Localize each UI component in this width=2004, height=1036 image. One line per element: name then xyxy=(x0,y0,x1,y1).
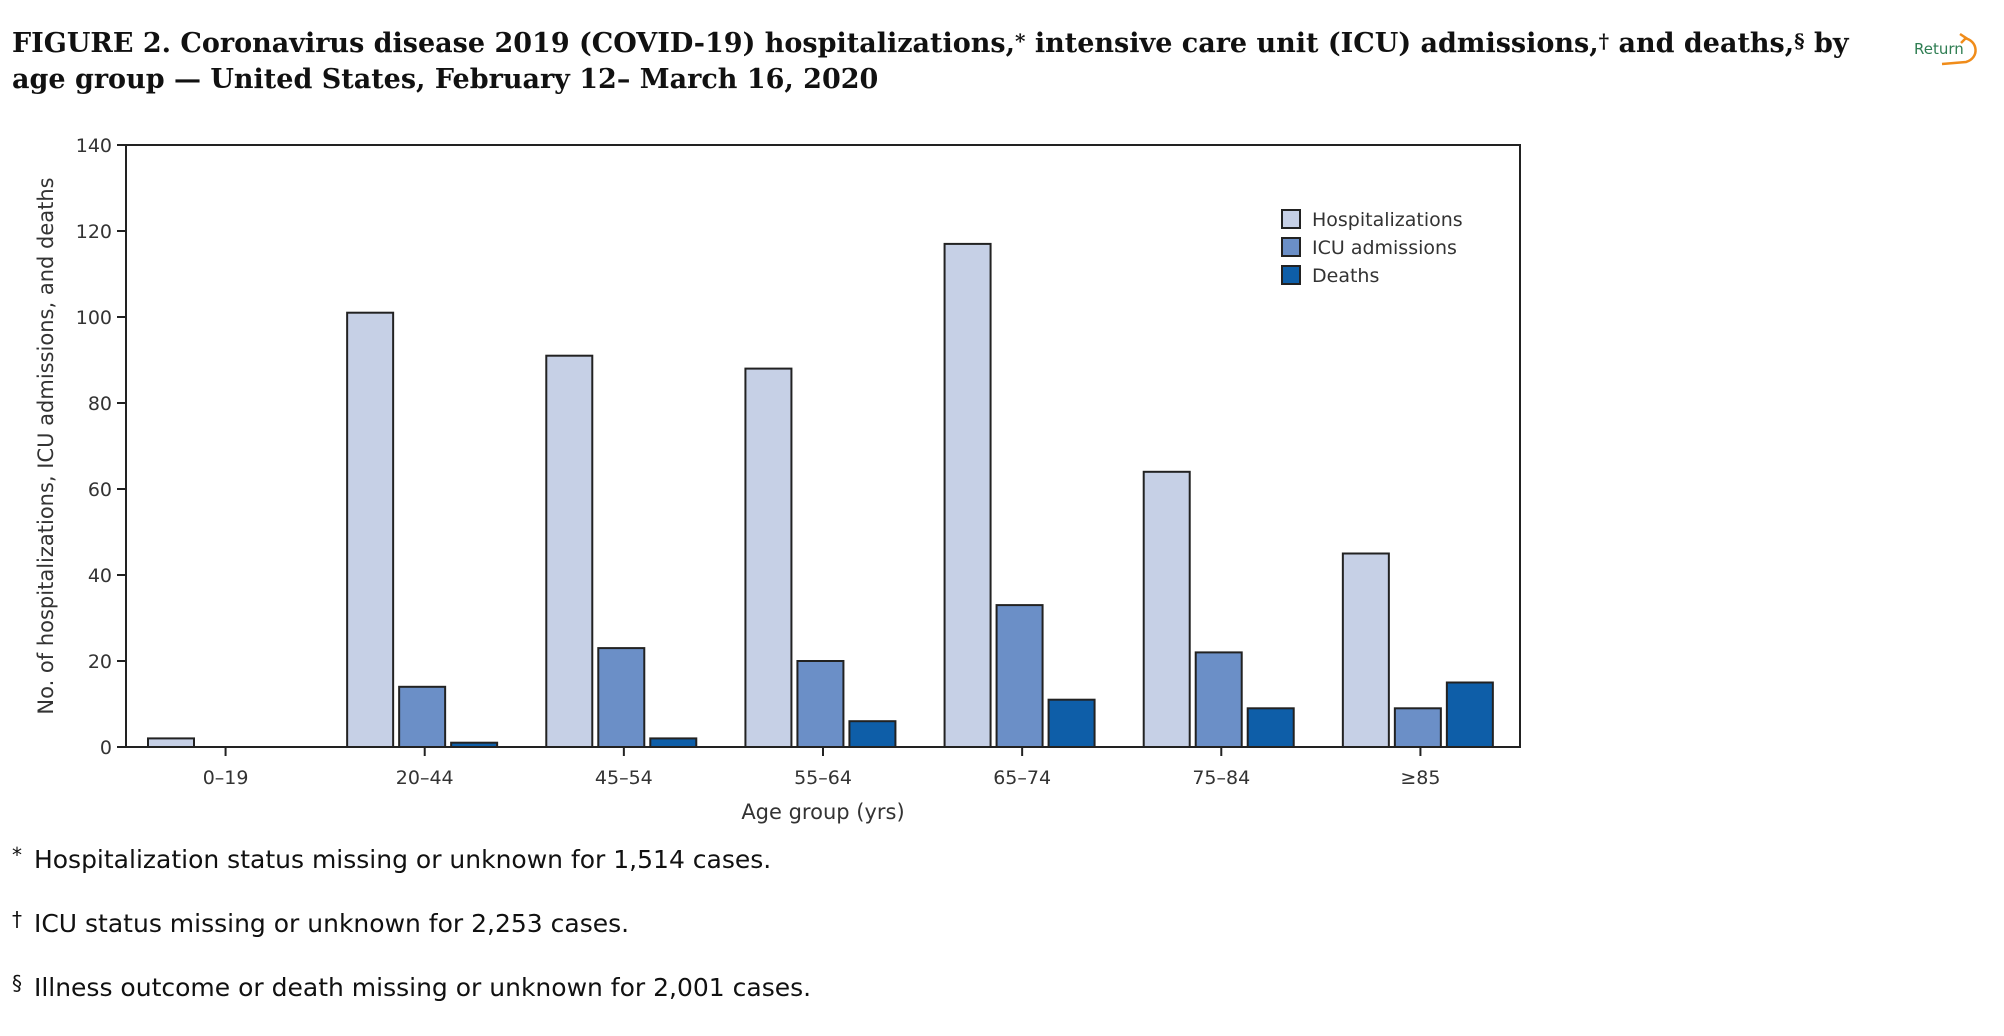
y-tick-label: 20 xyxy=(88,651,112,673)
footnote-mark: * xyxy=(12,843,22,867)
bar-icu-admissions xyxy=(995,604,1044,748)
x-tick-label: ≥85 xyxy=(1400,767,1440,789)
x-tick-label: 0–19 xyxy=(203,767,249,789)
bar-hospitalizations xyxy=(1341,552,1390,748)
y-tick-label: 0 xyxy=(100,737,112,759)
return-arrow-icon xyxy=(1941,32,1977,66)
footnote-text: Illness outcome or death missing or unkn… xyxy=(26,973,812,1002)
figure-label: FIGURE 2 xyxy=(12,28,162,59)
bar-icu-admissions xyxy=(597,647,646,748)
legend-label: Deaths xyxy=(1312,265,1379,287)
x-tick-label: 65–74 xyxy=(993,767,1051,789)
legend-swatch xyxy=(1281,237,1301,257)
x-tick-label: 45–54 xyxy=(595,767,653,789)
bar-deaths xyxy=(1445,681,1494,748)
y-tick-label: 80 xyxy=(88,393,112,415)
legend-label: ICU admissions xyxy=(1312,237,1457,259)
title-text-4: by age group — United States, February 1… xyxy=(12,28,1849,95)
bar-deaths xyxy=(1246,707,1295,748)
y-tick-label: 100 xyxy=(76,307,112,329)
x-tick-label: 55–64 xyxy=(794,767,852,789)
title-text-2: intensive care unit (ICU) admissions, xyxy=(1025,28,1599,59)
legend-swatch xyxy=(1281,209,1301,229)
plot-frame xyxy=(125,144,1521,748)
bar-deaths xyxy=(848,720,897,749)
bar-hospitalizations xyxy=(346,311,395,748)
title-footnote-mark-2: † xyxy=(1598,29,1610,53)
title-footnote-mark-3: § xyxy=(1794,29,1805,53)
x-axis-label: Age group (yrs) xyxy=(741,800,904,824)
bar-hospitalizations xyxy=(545,354,594,748)
bar-deaths xyxy=(1047,698,1096,749)
legend-swatch xyxy=(1281,265,1301,285)
y-tick-label: 60 xyxy=(88,479,112,501)
bar-hospitalizations xyxy=(744,367,793,748)
bar-hospitalizations xyxy=(147,737,195,749)
title-text-1: . Coronavirus disease 2019 (COVID-19) ho… xyxy=(161,28,1016,59)
bar-deaths xyxy=(450,741,499,749)
footnote-text: Hospitalization status missing or unknow… xyxy=(26,845,772,874)
title-footnote-mark-1: * xyxy=(1015,29,1026,53)
bar-icu-admissions xyxy=(796,660,845,748)
footnote-mark: † xyxy=(12,907,22,931)
footnotes: * Hospitalization status missing or unkn… xyxy=(12,840,1412,1032)
return-label: Return xyxy=(1914,40,1964,58)
y-axis-label: No. of hospitalizations, ICU admissions,… xyxy=(34,177,58,714)
title-text-3: and deaths, xyxy=(1609,28,1795,59)
y-tick-label: 120 xyxy=(76,221,112,243)
bar-hospitalizations xyxy=(1142,470,1191,748)
bar-chart: 0 20 40 60 80 100 120 140 No. of hospitalization… xyxy=(34,135,1521,824)
footnote-2: † ICU status missing or unknown for 2,25… xyxy=(12,904,1412,968)
legend-label: Hospitalizations xyxy=(1312,209,1463,231)
x-tick-label: 20–44 xyxy=(396,767,454,789)
return-button[interactable]: Return xyxy=(1908,30,1984,70)
footnote-3: § Illness outcome or death missing or un… xyxy=(12,968,1412,1032)
figure-title: FIGURE 2. Coronavirus disease 2019 (COVI… xyxy=(12,26,1892,98)
y-tick-label: 140 xyxy=(76,135,112,157)
footnote-mark: § xyxy=(12,971,22,995)
bar-icu-admissions xyxy=(1194,651,1243,749)
footnote-text: ICU status missing or unknown for 2,253 … xyxy=(26,909,630,938)
footnote-1: * Hospitalization status missing or unkn… xyxy=(12,840,1412,904)
y-tick-label: 40 xyxy=(88,565,112,587)
bar-deaths xyxy=(649,737,698,749)
x-tick-label: 75–84 xyxy=(1192,767,1250,789)
bar-hospitalizations xyxy=(943,242,992,748)
bar-icu-admissions xyxy=(1393,707,1442,748)
bar-icu-admissions xyxy=(398,685,447,748)
